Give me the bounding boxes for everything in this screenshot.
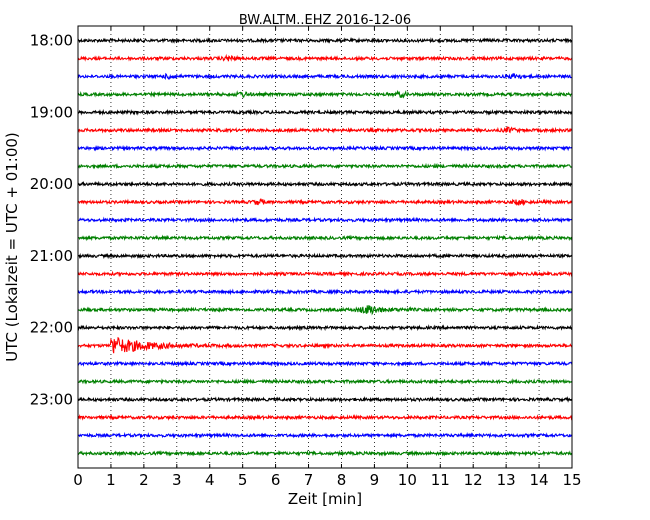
seismogram-trace	[77, 108, 573, 116]
seismogram-trace	[77, 305, 573, 316]
x-tick-label: 9	[370, 471, 380, 489]
seismogram-trace	[77, 360, 573, 368]
seismogram-trace	[77, 162, 573, 170]
y-tick-label: 18:00	[30, 32, 73, 50]
y-tick-label: 22:00	[30, 319, 73, 337]
seismogram-trace	[77, 89, 573, 99]
x-axis-label: Zeit [min]	[288, 490, 362, 508]
y-tick-label: 23:00	[30, 391, 73, 409]
x-tick-label: 0	[73, 471, 83, 489]
seismogram-trace	[77, 378, 573, 385]
x-tick-label: 4	[205, 471, 215, 489]
x-tick-label: 6	[271, 471, 281, 489]
y-axis-ticks: 18:00 19:00 20:00 21:00 22:00 23:00	[30, 32, 572, 409]
vertical-grid-lines	[110, 26, 540, 468]
seismogram-trace	[77, 126, 573, 134]
plot-area-background	[78, 26, 572, 468]
seismogram-trace	[77, 144, 573, 152]
chart-title: BW.ALTM..EHZ 2016-12-06	[239, 13, 411, 28]
seismogram-trace	[77, 449, 573, 457]
x-tick-label: 1	[106, 471, 116, 489]
x-tick-label: 12	[464, 471, 483, 489]
seismogram-trace	[77, 413, 573, 421]
x-tick-label: 3	[172, 471, 182, 489]
y-tick-label: 21:00	[30, 247, 73, 265]
y-axis-label: UTC (Lokalzeit = UTC + 01:00)	[3, 132, 21, 362]
x-tick-label: 7	[304, 471, 314, 489]
x-tick-label: 8	[337, 471, 347, 489]
x-tick-label: 5	[238, 471, 248, 489]
seismogram-trace	[77, 72, 573, 80]
seismogram-trace	[77, 270, 573, 278]
y-tick-label: 20:00	[30, 175, 73, 193]
x-tick-label: 2	[139, 471, 149, 489]
x-tick-label: 10	[398, 471, 417, 489]
x-axis-ticks: 0 1 2 3 4 5 6 7 8 9 10 11 12 13 14 15	[73, 26, 582, 489]
seismogram-trace	[77, 252, 573, 260]
seismogram-trace	[77, 180, 573, 188]
x-tick-label: 15	[562, 471, 581, 489]
seismogram-trace	[77, 197, 573, 207]
plot-frame	[77, 25, 573, 469]
y-tick-label: 19:00	[30, 103, 73, 121]
seismogram-trace	[77, 395, 573, 403]
seismogram-trace	[77, 324, 573, 332]
x-tick-label: 11	[431, 471, 450, 489]
seismogram-trace	[77, 53, 573, 62]
seismogram-trace	[77, 288, 573, 296]
seismogram-trace	[77, 216, 573, 224]
seismogram-trace	[77, 336, 573, 354]
x-tick-label: 13	[497, 471, 516, 489]
x-tick-label: 14	[530, 471, 549, 489]
seismogram-trace	[77, 431, 573, 439]
seismogram-trace	[77, 37, 573, 44]
seismogram-trace	[77, 234, 573, 242]
seismogram-traces	[77, 37, 573, 457]
